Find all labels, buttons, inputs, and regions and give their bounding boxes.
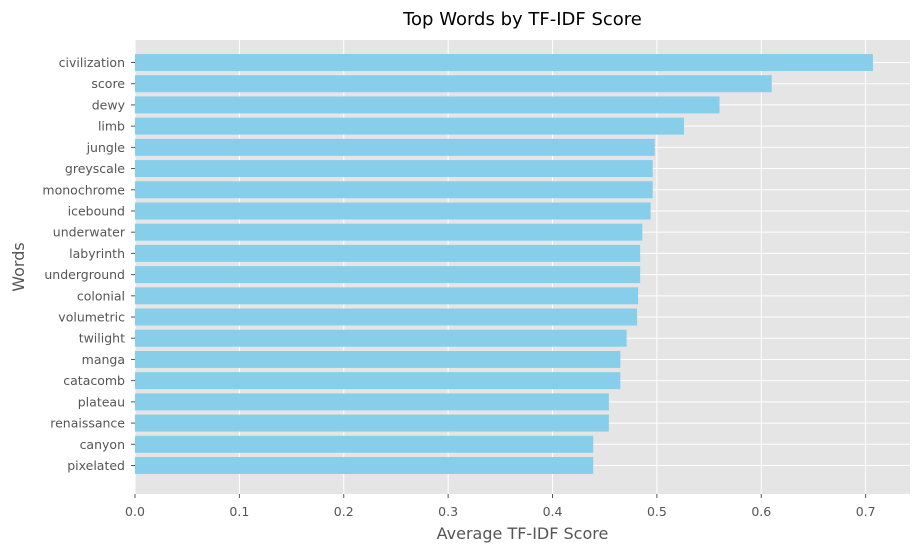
bar-plateau <box>135 393 609 411</box>
y-tick-label-renaissance: renaissance <box>50 416 125 431</box>
bar-pixelated <box>135 457 594 474</box>
y-tick-label-underground: underground <box>44 267 125 282</box>
bars <box>135 54 873 474</box>
y-tick-label-plateau: plateau <box>78 394 125 409</box>
bar-catacomb <box>135 372 621 390</box>
y-tick-labels: civilization score dewy limb jungle greyscale… <box>42 55 135 473</box>
y-tick-label-monochrome: monochrome <box>42 182 125 197</box>
chart-title: Top Words by TF-IDF Score <box>402 9 642 30</box>
bar-renaissance <box>135 414 609 432</box>
x-axis-title: Average TF-IDF Score <box>437 524 609 543</box>
bar-canyon <box>135 435 594 453</box>
x-tick-label: 0.6 <box>751 504 771 519</box>
y-tick-label-underwater: underwater <box>53 225 126 240</box>
bar-twilight <box>135 329 627 347</box>
y-tick-label-canyon: canyon <box>80 437 125 452</box>
bar-dewy <box>135 96 720 114</box>
y-tick-label-colonial: colonial <box>77 288 125 303</box>
bar-colonial <box>135 287 639 305</box>
bar-monochrome <box>135 181 653 199</box>
y-tick-label-catacomb: catacomb <box>63 373 125 388</box>
bar-underground <box>135 266 641 284</box>
y-tick-label-civilization: civilization <box>59 55 125 70</box>
x-tick-labels: 0.0 0.1 0.2 0.3 0.4 0.5 0.6 0.7 <box>125 494 876 519</box>
x-tick-label: 0.5 <box>647 504 667 519</box>
bar-labyrinth <box>135 244 641 262</box>
bar-civilization <box>135 54 873 71</box>
y-tick-label-pixelated: pixelated <box>67 458 125 473</box>
y-tick-label-score: score <box>91 76 125 91</box>
bar-jungle <box>135 138 655 156</box>
y-tick-label-dewy: dewy <box>92 97 126 112</box>
x-tick-label: 0.1 <box>229 504 249 519</box>
y-tick-label-limb: limb <box>98 119 125 134</box>
y-tick-label-jungle: jungle <box>86 140 126 155</box>
x-tick-label: 0.0 <box>125 504 145 519</box>
x-tick-label: 0.4 <box>543 504 563 519</box>
y-tick-label-twilight: twilight <box>79 331 125 346</box>
y-tick-label-manga: manga <box>82 352 125 367</box>
bar-volumetric <box>135 308 638 326</box>
y-tick-label-greyscale: greyscale <box>65 161 125 176</box>
x-tick-label: 0.3 <box>438 504 458 519</box>
y-tick-label-labyrinth: labyrinth <box>69 246 125 261</box>
y-tick-label-icebound: icebound <box>68 203 125 218</box>
bar-icebound <box>135 202 651 220</box>
x-tick-label: 0.7 <box>856 504 876 519</box>
y-axis-title: Words <box>9 242 28 291</box>
bar-greyscale <box>135 160 653 178</box>
bar-score <box>135 75 772 93</box>
x-tick-label: 0.2 <box>334 504 354 519</box>
bar-underwater <box>135 223 643 241</box>
y-tick-label-volumetric: volumetric <box>58 310 125 325</box>
bar-limb <box>135 117 685 135</box>
bar-manga <box>135 350 621 368</box>
